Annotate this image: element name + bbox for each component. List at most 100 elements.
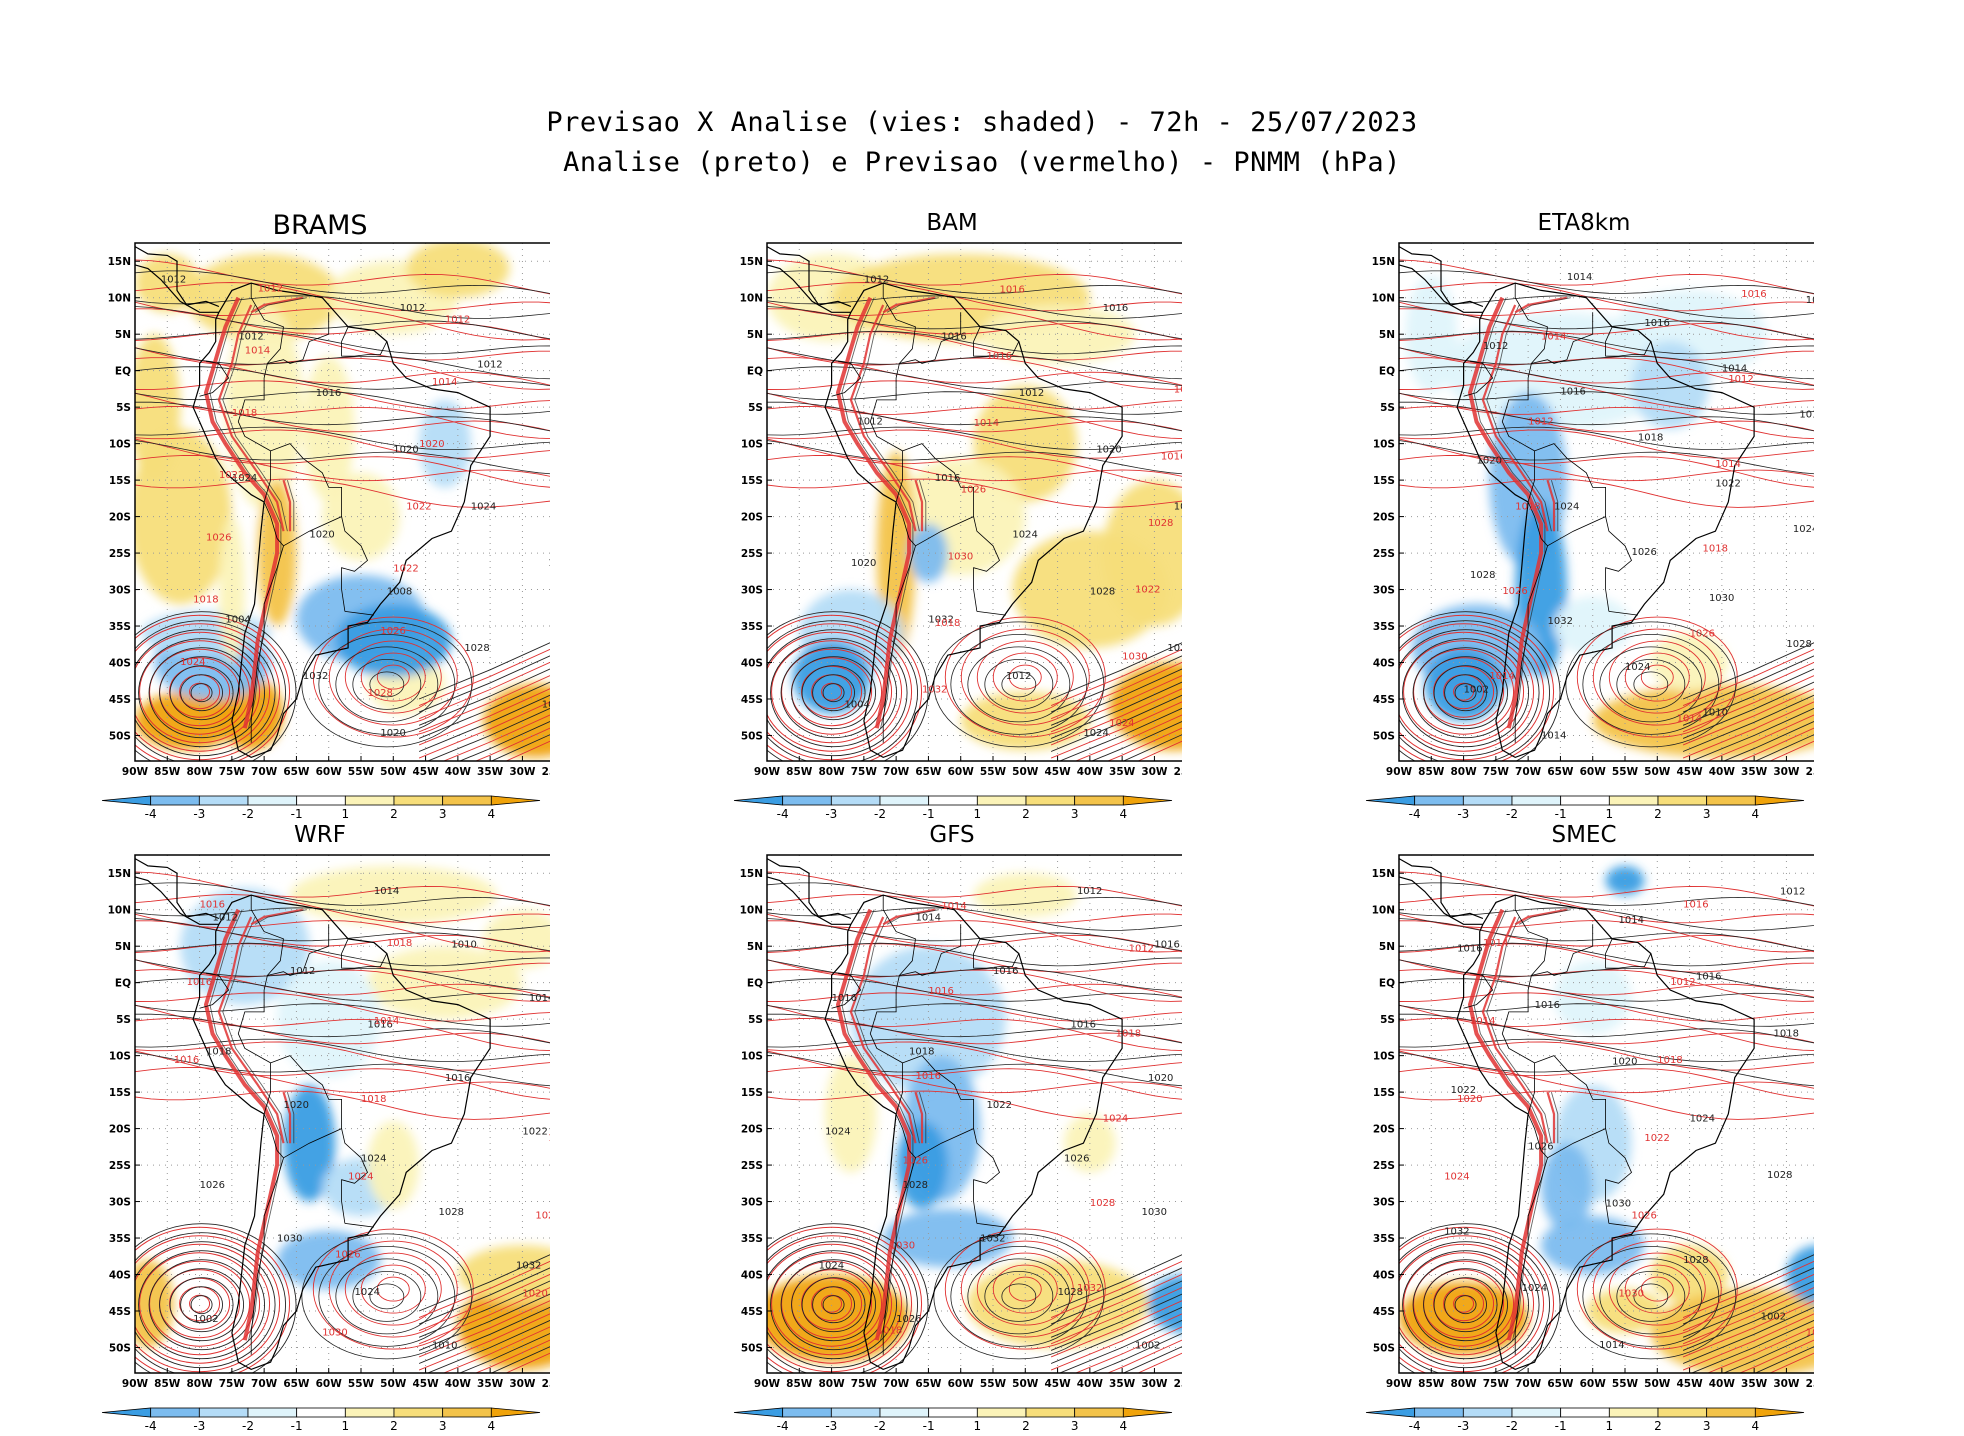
analysis-isobar [1399, 347, 1814, 380]
forecast-isobar [767, 913, 1182, 953]
forecast-isobar [1399, 969, 1814, 998]
lat-tick-label: 20S [109, 1124, 131, 1136]
analysis-isobar [767, 942, 1182, 967]
forecast-contour-label: 1018 [1702, 544, 1727, 555]
lat-tick-label: 20S [1373, 1124, 1395, 1136]
analysis-contour-label: 1004 [225, 615, 250, 626]
isobar-band [418, 675, 550, 733]
analysis-isobar [767, 270, 1182, 294]
bias-patch [1586, 1289, 1664, 1333]
forecast-contour-label: 1014 [245, 346, 270, 357]
lat-tick-label: 50S [1373, 730, 1395, 742]
analysis-contour-label: 1016 [832, 993, 857, 1004]
lat-tick-label: 15S [741, 1087, 763, 1099]
lon-tick-label: 65W [283, 1378, 310, 1390]
isobar-band [1058, 707, 1182, 761]
forecast-contour-label: 1016 [1683, 899, 1708, 910]
colorbar-label: 3 [1071, 1419, 1079, 1432]
lon-tick-label: 75W [851, 766, 878, 778]
lon-tick-label: 25W [1806, 766, 1814, 778]
isobar-band [1722, 1333, 1814, 1373]
forecast-isobar [360, 652, 426, 702]
isobar-band [458, 1333, 550, 1373]
lon-tick-label: 25W [542, 1378, 550, 1390]
axes: 15N 10N 5N EQ 5S 10S 15S 20S 25S 30S 35S 40S 45S 50S 9… [1372, 256, 1814, 778]
forecast-contour-label: 1030 [890, 1241, 915, 1252]
analysis-isobar [135, 1232, 286, 1373]
lon-tick-label: 25W [542, 766, 550, 778]
lon-tick-label: 90W [754, 766, 781, 778]
forecast-contour-label: 1026 [1690, 629, 1715, 640]
forecast-isobar [360, 1264, 426, 1314]
lon-tick-label: 90W [122, 1378, 149, 1390]
lat-tick-label: 40S [741, 1270, 763, 1282]
forecast-isobar [771, 640, 893, 744]
isobar-band [1050, 675, 1182, 733]
colorbar-label: 3 [439, 807, 447, 820]
isobar-band [1682, 688, 1814, 746]
isobar-band [1050, 655, 1182, 713]
isobar-band [1050, 694, 1182, 752]
forecast-isobar [1399, 259, 1814, 295]
lat-tick-label: 15N [740, 256, 763, 268]
forecast-contour-label: 1018 [232, 408, 257, 419]
analysis-isobar [135, 426, 550, 450]
isobar-band [418, 648, 550, 707]
lon-tick-label: 55W [348, 766, 375, 778]
lon-tick-label: 45W [1044, 766, 1071, 778]
forecast-contour-label: 1024 [180, 657, 205, 668]
analysis-isobar [767, 611, 929, 761]
isobar-band [1050, 688, 1182, 746]
coastline [135, 858, 491, 1371]
lon-tick-label: 75W [1483, 766, 1510, 778]
isobar-band [1682, 1280, 1814, 1338]
analysis-contour-label: 1026 [896, 1314, 921, 1325]
map-brams: 1012 1012 1012 1012 1016 1016 1020 1024 1024 1020… [101, 242, 550, 820]
analysis-isobar [984, 1270, 1054, 1322]
map-bam: 1012101610161016101210121020101610241024… [733, 242, 1182, 820]
isobar-band [1050, 681, 1182, 739]
analysis-contour-label: 1024 [1522, 1283, 1547, 1294]
colorbar-swatch [976, 1407, 1027, 1418]
forecast-contour-label: 1014 [1489, 671, 1514, 682]
colorbar-label: -4 [777, 1419, 789, 1432]
lon-tick-label: 35W [1109, 766, 1136, 778]
isobar-band [1074, 1326, 1182, 1373]
isobars [1399, 259, 1814, 761]
lat-tick-label: 30S [1373, 1197, 1395, 1209]
colorbar-swatch [393, 1407, 444, 1418]
analysis-contour-label: 1020 [393, 445, 418, 456]
bias-patch [289, 865, 497, 925]
forecast-contour-label: 1018 [1657, 1055, 1682, 1066]
analysis-isobar [135, 918, 550, 952]
colorbar-swatch [150, 1407, 200, 1418]
forecast-isobar [767, 943, 1182, 973]
analysis-isobar [135, 306, 550, 340]
colorbar-label: 4 [1752, 1419, 1760, 1432]
forecast-isobar [135, 347, 550, 390]
analysis-contour-label: 1020 [851, 558, 876, 569]
analysis-contour-label: 1024 [825, 1127, 850, 1138]
analysis-isobar [1399, 1241, 1540, 1369]
lon-tick-label: 80W [1450, 1378, 1477, 1390]
lat-tick-label: 5N [1379, 941, 1395, 953]
lon-tick-label: 35W [477, 1378, 504, 1390]
analysis-isobar [1444, 1286, 1488, 1324]
forecast-contour-label: 1016 [928, 986, 953, 997]
lat-tick-label: 15S [741, 475, 763, 487]
lat-tick-label: 10S [109, 1051, 131, 1063]
analysis-contour-label: 1014 [1599, 1340, 1624, 1351]
isobars [767, 871, 1182, 1373]
forecast-isobar [767, 1041, 1182, 1071]
colorbar: -4 -3 -2 -1 1 2 3 4 [733, 1407, 1173, 1432]
panel-title: BRAMS [272, 210, 368, 241]
analysis-isobar [135, 882, 550, 906]
lon-tick-label: 65W [1547, 766, 1574, 778]
forecast-isobar [767, 1066, 1182, 1094]
lon-tick-label: 85W [1418, 766, 1445, 778]
lat-tick-label: 5S [748, 1014, 763, 1026]
forecast-isobar [1413, 648, 1515, 735]
forecast-contour-label: 1028 [367, 688, 392, 699]
analysis-contour-label: 1002 [1761, 1312, 1786, 1323]
isobar-band [1682, 655, 1814, 713]
